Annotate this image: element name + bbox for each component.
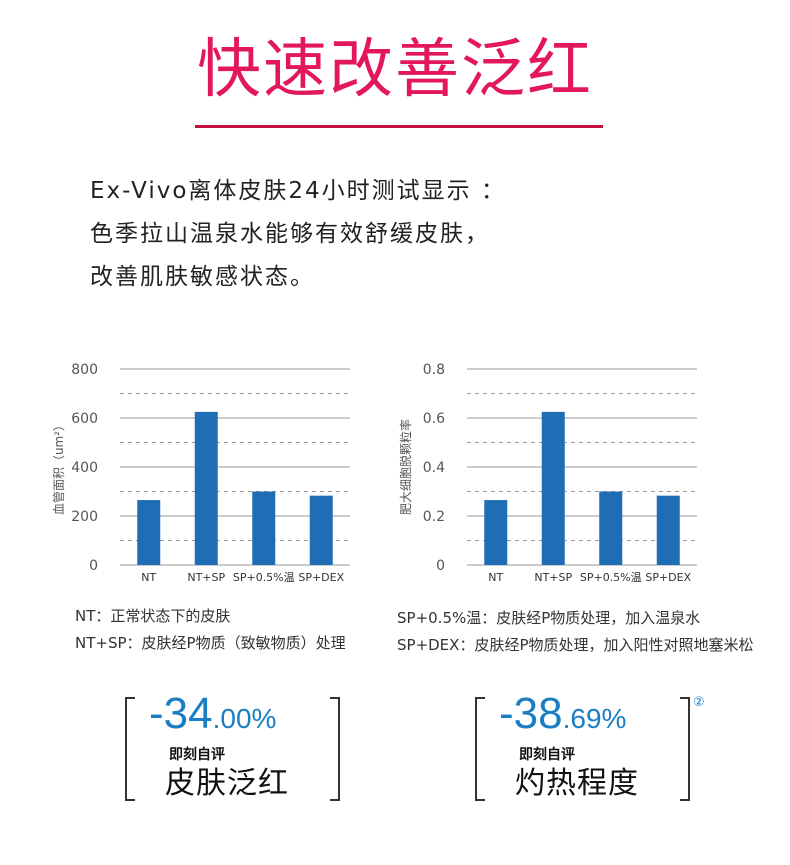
y-tick-label: 600 <box>71 411 98 427</box>
bar <box>656 495 680 565</box>
y-tick-label: 0 <box>89 558 98 574</box>
y-tick-label: 800 <box>71 362 98 378</box>
y-tick-label: 0 <box>436 558 445 574</box>
intro-line-1: Ex-Vivo离体皮肤24小时测试显示 ： <box>90 178 506 204</box>
degranulation-chart-svg: 肥大细胞脱颗粒率 0 0.2 0.4 0.6 0.8 NT NT+SP SP+0.5%温 SP+D… <box>398 362 697 584</box>
x-tick-label: SP+0.5%温 <box>233 571 295 584</box>
x-tick-label: SP+DEX <box>645 571 691 584</box>
bar <box>541 411 565 565</box>
note-sp-dex: SP+DEX：皮肤经P物质处理，加入阳性对照地塞米松 <box>397 636 754 654</box>
intro-line-2: 色季拉山温泉水能够有效舒缓皮肤， <box>90 221 490 247</box>
bar <box>194 411 218 565</box>
stat-value-decimal: .00% <box>212 703 277 734</box>
y-tick-label: 0.8 <box>423 362 445 378</box>
y-tick-label: 400 <box>71 460 98 476</box>
y-tick-label: 0.2 <box>423 509 445 525</box>
degranulation-chart: 肥大细胞脱颗粒率 0 0.2 0.4 0.6 0.8 NT NT+SP SP+0.5%温 SP+D… <box>392 345 732 595</box>
stat-value: -38.69% <box>499 689 626 739</box>
title-underline <box>195 125 603 128</box>
page-title: 快速改善泛红 <box>197 33 593 107</box>
stat-burning: -38.69% 即刻自评 灼热程度 <box>475 689 690 801</box>
x-tick-label: SP+0.5%温 <box>580 571 642 584</box>
note-nt: NT：正常状态下的皮肤 <box>75 607 231 625</box>
bar <box>137 500 161 565</box>
y-axis-label: 肥大细胞脱颗粒率 <box>398 419 413 515</box>
vessel-area-chart: 血管面积（um²） 0 200 400 600 800 NT NT+SP SP+0.5%温 SP+… <box>45 345 385 595</box>
right-bracket <box>680 697 690 801</box>
vessel-area-chart-svg: 血管面积（um²） 0 200 400 600 800 NT NT+SP SP+0.5%温 SP+… <box>51 362 350 584</box>
stat-value-decimal: .69% <box>562 703 627 734</box>
right-bracket <box>330 697 340 801</box>
y-tick-label: 0.4 <box>423 460 445 476</box>
stat-label: 皮肤泛红 <box>165 766 289 801</box>
y-axis-label: 血管面积（um²） <box>51 419 66 515</box>
stat-label: 灼热程度 <box>515 766 639 801</box>
note-nt-sp: NT+SP：皮肤经P物质（致敏物质）处理 <box>75 634 346 652</box>
y-tick-label: 0.6 <box>423 411 445 427</box>
stat-redness: -34.00% 即刻自评 皮肤泛红 <box>125 689 340 801</box>
x-tick-label: NT+SP <box>187 571 225 584</box>
x-tick-label: NT+SP <box>534 571 572 584</box>
left-bracket <box>125 697 135 801</box>
legend-notes-right: SP+0.5%温：皮肤经P物质处理，加入温泉水 SP+DEX：皮肤经P物质处理，… <box>397 605 754 659</box>
stat-value-main: -38 <box>499 689 563 738</box>
note-sp-spring: SP+0.5%温：皮肤经P物质处理，加入温泉水 <box>397 609 701 627</box>
x-tick-label: NT <box>141 571 156 584</box>
bar <box>484 500 508 565</box>
bar <box>252 491 276 565</box>
bar <box>599 491 623 565</box>
bar <box>309 495 333 565</box>
intro-text: Ex-Vivo离体皮肤24小时测试显示 ： 色季拉山温泉水能够有效舒缓皮肤， 改… <box>90 170 506 299</box>
x-tick-label: SP+DEX <box>298 571 344 584</box>
stat-value: -34.00% <box>149 689 276 739</box>
legend-notes-left: NT：正常状态下的皮肤 NT+SP：皮肤经P物质（致敏物质）处理 <box>75 603 346 657</box>
left-bracket <box>475 697 485 801</box>
stat-subtitle: 即刻自评 <box>519 747 575 763</box>
stat-value-main: -34 <box>149 689 213 738</box>
x-tick-label: NT <box>488 571 503 584</box>
stat-subtitle: 即刻自评 <box>169 747 225 763</box>
intro-line-3: 改善肌肤敏感状态。 <box>90 264 315 290</box>
footnote-mark: ② <box>693 695 705 710</box>
y-tick-label: 200 <box>71 509 98 525</box>
